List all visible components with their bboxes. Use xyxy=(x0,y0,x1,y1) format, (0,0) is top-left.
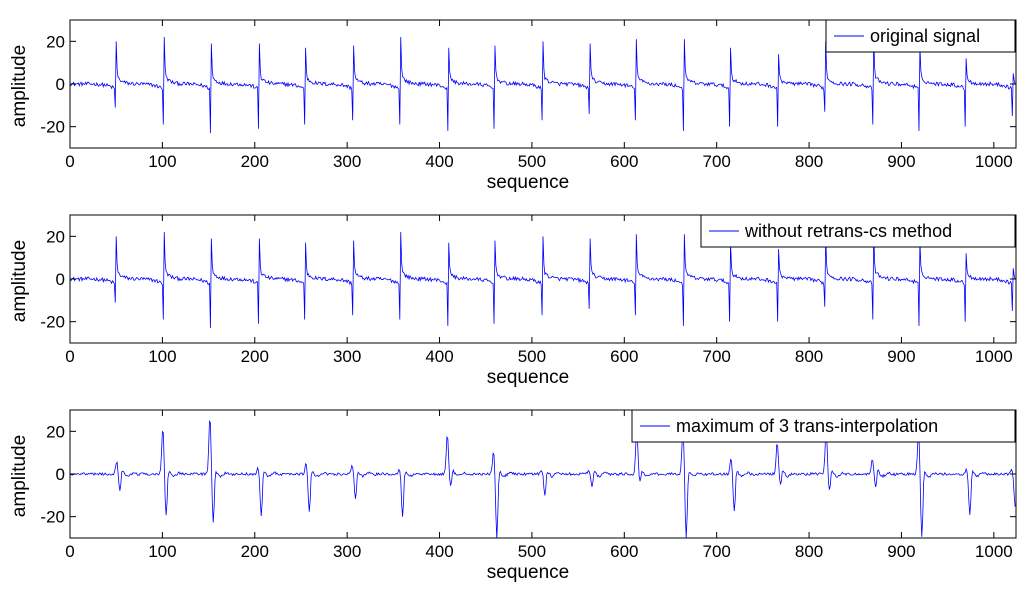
x-tick-label: 100 xyxy=(148,542,176,561)
x-tick-label: 300 xyxy=(333,347,361,366)
y-tick-label: -20 xyxy=(40,313,65,332)
series-line-1 xyxy=(70,420,1016,538)
y-axis-label: amplitude xyxy=(9,240,30,322)
chart-panel-3: 0 100 200 300 400 500 600 700 800 900 1000-20020se… xyxy=(9,409,1017,583)
x-tick-label: 700 xyxy=(702,542,730,561)
y-axis-label: amplitude xyxy=(9,435,30,517)
y-tick-label: 20 xyxy=(46,227,65,246)
chart-panel-2: 0 100 200 300 400 500 600 700 800 900 1000-20020se… xyxy=(9,214,1017,388)
x-tick-label: 600 xyxy=(610,152,638,171)
x-tick-label: 300 xyxy=(333,542,361,561)
x-tick-label: 800 xyxy=(795,542,823,561)
x-tick-label: 1000 xyxy=(975,542,1013,561)
series-line-1 xyxy=(70,232,1016,329)
legend: without retrans-cs method xyxy=(700,214,1016,248)
x-tick-label: 600 xyxy=(610,542,638,561)
legend-entry: original signal xyxy=(870,26,980,46)
legend-box xyxy=(700,214,1016,248)
x-tick-label: 200 xyxy=(241,347,269,366)
legend-entry: maximum of 3 trans-interpolation xyxy=(676,416,938,436)
y-tick-label: 0 xyxy=(56,75,65,94)
x-tick-label: 300 xyxy=(333,152,361,171)
x-axis-label: sequence xyxy=(487,172,569,193)
x-tick-label: 500 xyxy=(518,152,546,171)
x-tick-label: 200 xyxy=(241,152,269,171)
y-tick-label: 20 xyxy=(46,32,65,51)
legend-box xyxy=(631,409,1016,443)
y-tick-label: 0 xyxy=(56,270,65,289)
x-tick-label: 900 xyxy=(887,542,915,561)
series-line-1 xyxy=(70,37,1016,134)
x-tick-label: 100 xyxy=(148,347,176,366)
y-tick-label: -20 xyxy=(40,118,65,137)
x-tick-label: 400 xyxy=(425,152,453,171)
x-tick-label: 100 xyxy=(148,152,176,171)
x-tick-label: 1000 xyxy=(975,152,1013,171)
x-tick-label: 900 xyxy=(887,152,915,171)
x-axis-label: sequence xyxy=(487,562,569,583)
x-tick-label: 0 xyxy=(65,347,74,366)
x-tick-label: 1000 xyxy=(975,347,1013,366)
x-tick-label: 800 xyxy=(795,347,823,366)
legend: original signal xyxy=(825,19,1016,53)
y-tick-label: 20 xyxy=(46,422,65,441)
x-tick-label: 500 xyxy=(518,542,546,561)
x-tick-label: 400 xyxy=(425,542,453,561)
y-tick-label: -20 xyxy=(40,508,65,527)
x-tick-label: 900 xyxy=(887,347,915,366)
x-tick-label: 700 xyxy=(702,347,730,366)
x-tick-label: 500 xyxy=(518,347,546,366)
x-tick-label: 0 xyxy=(65,152,74,171)
x-tick-label: 700 xyxy=(702,152,730,171)
x-tick-label: 0 xyxy=(65,542,74,561)
x-tick-label: 600 xyxy=(610,347,638,366)
x-tick-label: 400 xyxy=(425,347,453,366)
legend-entry: without retrans-cs method xyxy=(744,221,952,241)
y-axis-label: amplitude xyxy=(9,45,30,127)
y-tick-label: 0 xyxy=(56,465,65,484)
x-axis-label: sequence xyxy=(487,367,569,388)
x-tick-label: 200 xyxy=(241,542,269,561)
x-tick-label: 800 xyxy=(795,152,823,171)
chart-panel-1: 0 100 200 300 400 500 600 700 800 900 1000-20020se… xyxy=(9,19,1017,193)
legend: maximum of 3 trans-interpolation xyxy=(631,409,1016,443)
